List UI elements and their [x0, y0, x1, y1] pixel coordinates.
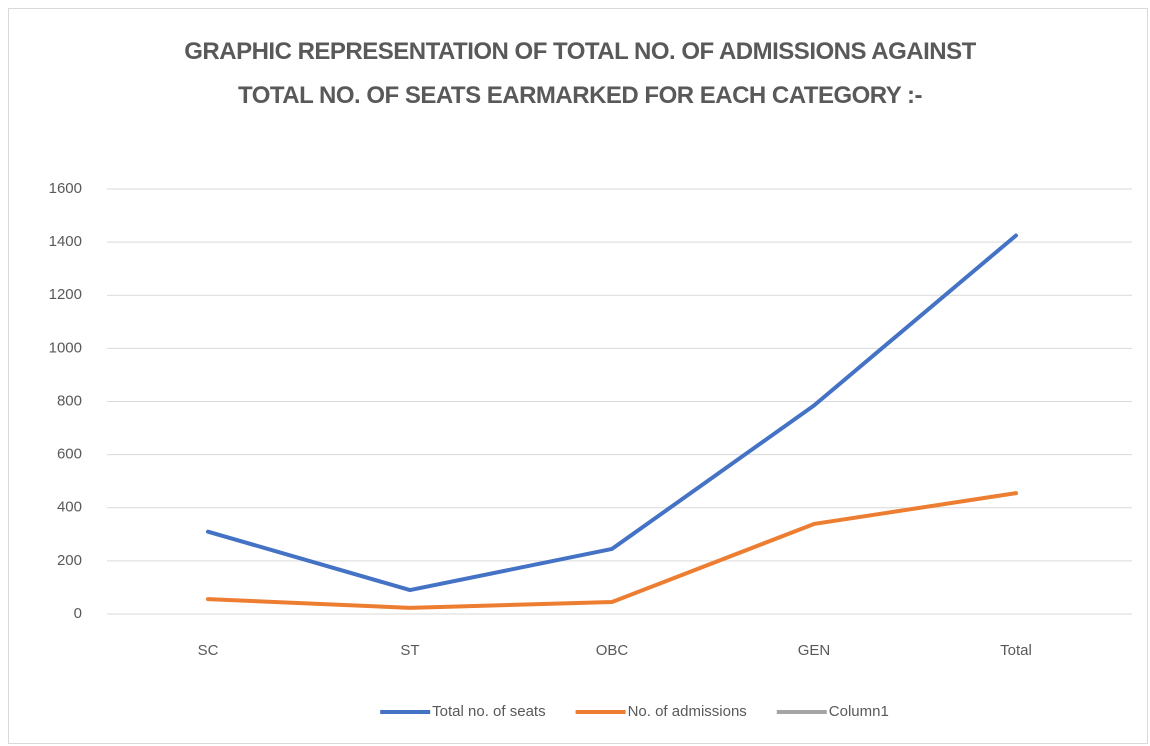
series-line — [206, 233, 1018, 593]
legend-label: Column1 — [829, 703, 889, 720]
x-tick-label: Total — [1000, 642, 1032, 659]
y-tick-label: 200 — [57, 552, 82, 569]
chart-title: GRAPHIC REPRESENTATION OF TOTAL NO. OF A… — [184, 38, 976, 109]
x-tick-label: OBC — [596, 642, 629, 659]
legend-label: Total no. of seats — [432, 703, 545, 720]
y-tick-label: 0 — [74, 605, 82, 622]
chart-frame — [8, 8, 1148, 744]
y-tick-label: 400 — [57, 499, 82, 516]
x-tick-label: ST — [400, 642, 419, 659]
series-line — [206, 491, 1018, 610]
y-tick-label: 600 — [57, 446, 82, 463]
legend-label: No. of admissions — [628, 703, 747, 720]
y-tick-label: 1400 — [49, 233, 82, 250]
y-tick-label: 1600 — [49, 180, 82, 197]
x-tick-label: SC — [198, 642, 219, 659]
y-tick-label: 800 — [57, 392, 82, 409]
x-tick-label: GEN — [798, 642, 831, 659]
y-tick-label: 1200 — [49, 286, 82, 303]
legend: Total no. of seats No. of admissions Colum… — [380, 703, 889, 720]
y-tick-label: 1000 — [49, 339, 82, 356]
